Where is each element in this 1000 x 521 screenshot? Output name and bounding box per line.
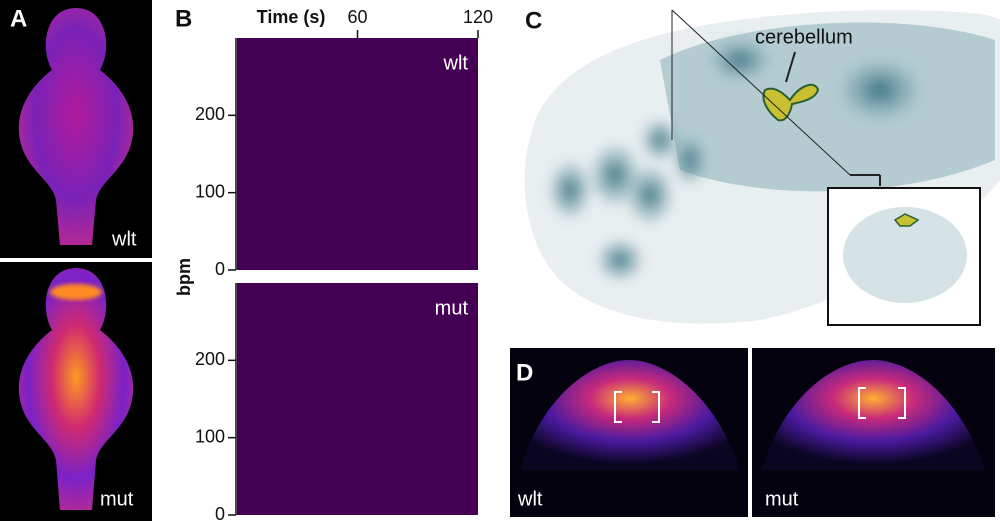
panel-label: B — [175, 5, 192, 32]
section-image — [762, 360, 985, 470]
annotation: cerebellum — [755, 26, 853, 48]
plot-area — [237, 283, 478, 515]
plot-label: wlt — [443, 52, 469, 74]
panel-label: C — [525, 7, 542, 34]
y-tick-label: 100 — [195, 181, 225, 201]
section-image — [520, 360, 740, 470]
caption: mut — [765, 488, 799, 510]
render-blobs — [550, 40, 920, 280]
inset-image — [843, 207, 967, 303]
y-tick-label: 200 — [195, 349, 225, 369]
cerebellum-highlight — [893, 213, 920, 227]
y-tick-label: 0 — [215, 259, 225, 279]
caption: wlt — [111, 228, 137, 250]
y-tick-label: 100 — [195, 426, 225, 446]
bracket — [614, 391, 660, 423]
caption: mut — [100, 488, 134, 510]
brain-image — [18, 8, 134, 245]
cerebellum-highlight — [762, 83, 820, 122]
bracket — [858, 387, 906, 419]
caption: wlt — [517, 488, 543, 510]
guide-line — [671, 9, 851, 176]
y-tick-label: 200 — [195, 104, 225, 124]
panel-label: A — [10, 5, 27, 32]
y-axis-label: bpm — [174, 258, 194, 296]
x-axis-label: Time (s) — [257, 7, 326, 27]
x-tick-label: 120 — [463, 7, 493, 27]
y-tick-label: 0 — [215, 504, 225, 521]
brain-image — [18, 268, 134, 510]
highlight — [50, 284, 102, 300]
x-tick-label: 60 — [347, 7, 367, 27]
panel-label: D — [516, 359, 533, 386]
plot-label: mut — [435, 297, 469, 319]
arrow — [785, 51, 796, 83]
